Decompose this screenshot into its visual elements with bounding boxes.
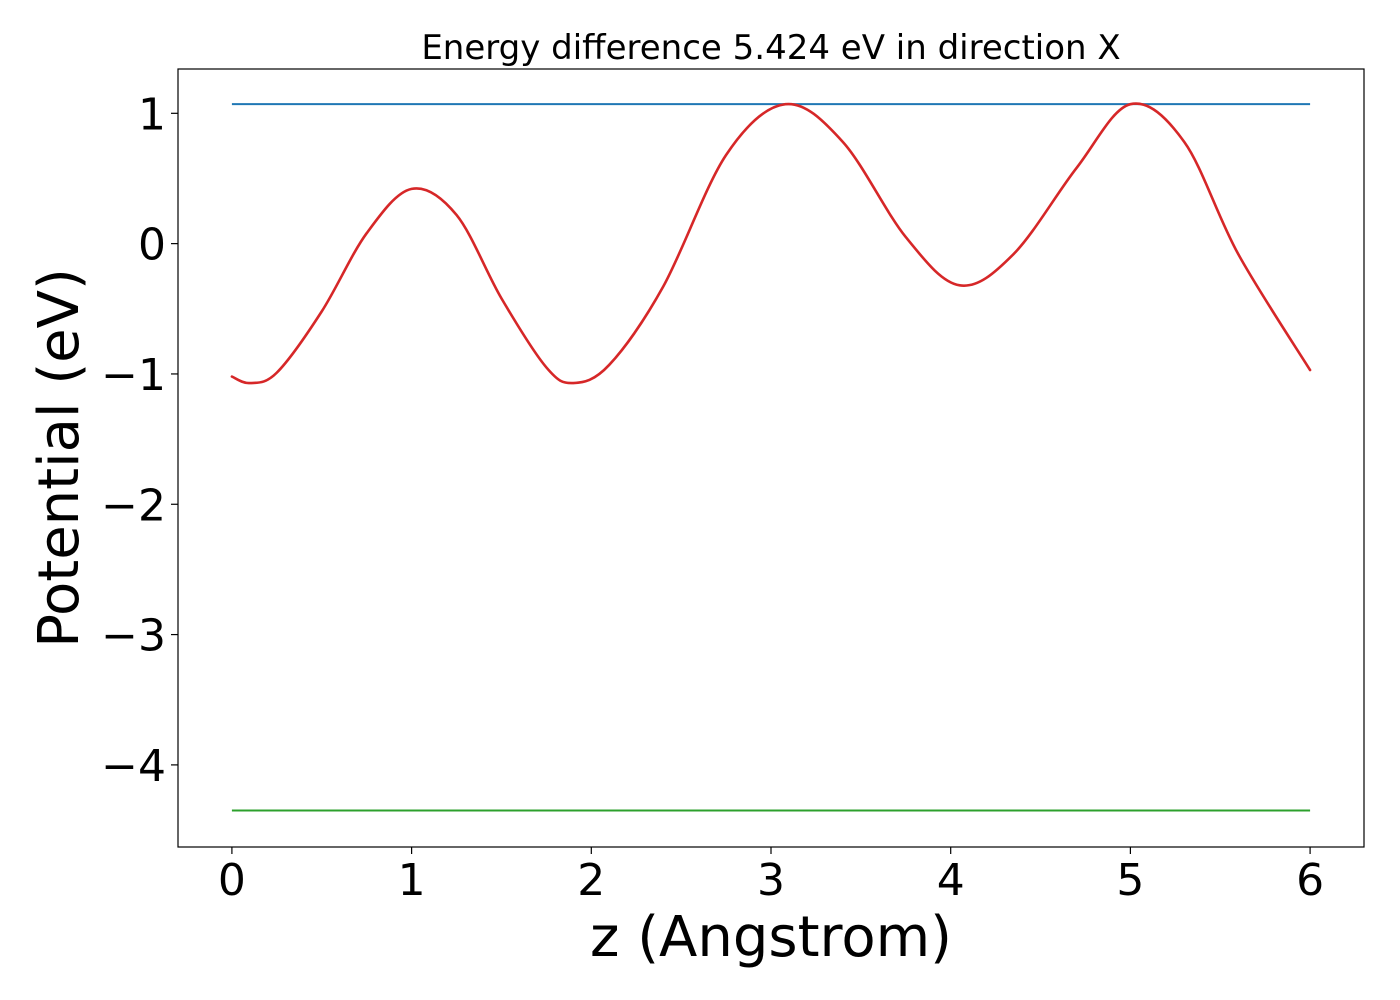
y-tick-label: 1 xyxy=(138,89,166,140)
chart-title: Energy difference 5.424 eV in direction … xyxy=(421,28,1120,68)
x-tick-label: 1 xyxy=(398,855,426,906)
y-tick-label: −4 xyxy=(101,741,166,792)
series-line-2 xyxy=(230,102,1312,385)
x-tick-label: 6 xyxy=(1296,855,1324,906)
y-tick-label: 0 xyxy=(138,220,166,271)
series-layer xyxy=(230,102,1312,812)
x-tick-label: 3 xyxy=(757,855,785,906)
x-axis-ticks: 0 1 2 3 4 5 6 xyxy=(218,847,1324,906)
y-axis-label: Potential (eV) xyxy=(27,268,92,648)
y-tick-label: −3 xyxy=(101,611,166,662)
x-tick-label: 4 xyxy=(937,855,965,906)
y-tick-label: −1 xyxy=(101,350,166,401)
x-axis-label: z (Angstrom) xyxy=(590,905,952,970)
y-axis-ticks: 1 0 −1 −2 −3 −4 xyxy=(101,89,178,792)
x-tick-label: 5 xyxy=(1116,855,1144,906)
y-tick-label: −2 xyxy=(101,480,166,531)
x-tick-label: 2 xyxy=(577,855,605,906)
x-tick-label: 0 xyxy=(218,855,246,906)
